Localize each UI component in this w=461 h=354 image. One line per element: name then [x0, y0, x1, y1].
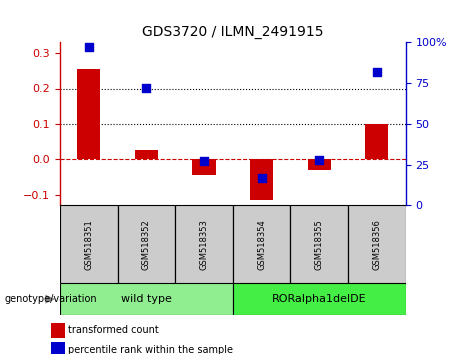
Text: percentile rank within the sample: percentile rank within the sample — [68, 344, 233, 354]
Text: GSM518352: GSM518352 — [142, 219, 151, 270]
Bar — [365, 124, 388, 159]
Bar — [308, 159, 331, 170]
Text: GSM518354: GSM518354 — [257, 219, 266, 270]
Bar — [233, 283, 406, 315]
Text: GSM518351: GSM518351 — [84, 219, 93, 270]
Text: genotype/variation: genotype/variation — [5, 294, 97, 304]
Text: GSM518353: GSM518353 — [200, 219, 208, 270]
Bar — [250, 159, 273, 200]
Text: wild type: wild type — [121, 294, 172, 304]
Bar — [77, 69, 100, 159]
Title: GDS3720 / ILMN_2491915: GDS3720 / ILMN_2491915 — [142, 25, 324, 39]
Bar — [290, 205, 348, 283]
Bar — [233, 205, 290, 283]
Text: GSM518356: GSM518356 — [372, 219, 381, 270]
Point — [200, 159, 207, 164]
Polygon shape — [45, 295, 55, 304]
Bar — [118, 205, 175, 283]
Point — [142, 85, 150, 91]
Bar — [51, 342, 65, 354]
Bar — [175, 205, 233, 283]
Bar — [193, 159, 216, 175]
Text: transformed count: transformed count — [68, 325, 159, 336]
Bar — [60, 283, 233, 315]
Bar — [60, 205, 118, 283]
Point — [258, 175, 266, 181]
Bar — [51, 323, 65, 338]
Point — [85, 45, 92, 50]
Bar — [348, 205, 406, 283]
Bar — [135, 150, 158, 159]
Point — [373, 69, 381, 75]
Text: RORalpha1delDE: RORalpha1delDE — [272, 294, 366, 304]
Text: GSM518355: GSM518355 — [315, 219, 324, 270]
Point — [315, 157, 323, 162]
